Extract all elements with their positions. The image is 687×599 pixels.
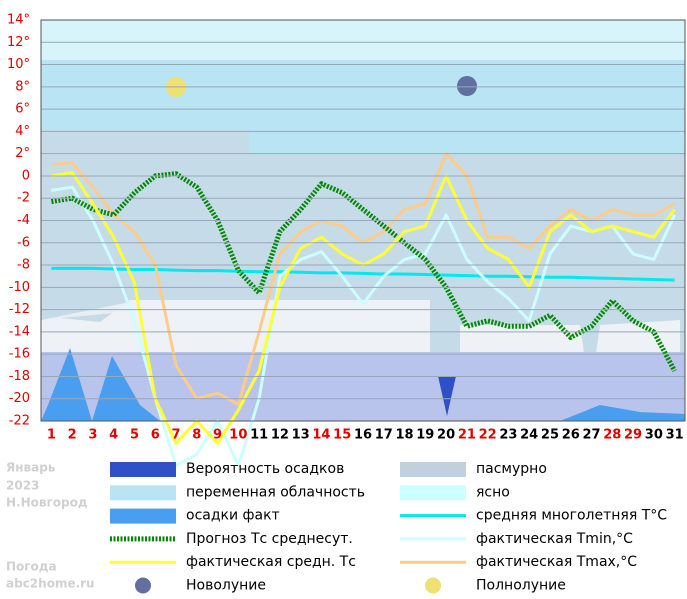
x-tick-label: 9	[213, 428, 222, 443]
x-tick-label: 27	[582, 428, 600, 443]
legend-label: осадки факт	[186, 508, 280, 524]
x-tick-label: 26	[562, 428, 580, 443]
y-tick-label: 0	[22, 168, 30, 183]
x-tick-label: 4	[109, 428, 118, 443]
plot-frame	[40, 19, 686, 422]
x-tick-label: 13	[292, 428, 310, 443]
new-moon-icon	[457, 76, 477, 96]
x-tick-label: 30	[645, 428, 663, 443]
legend-swatch	[135, 577, 151, 594]
y-tick-label: -4	[17, 213, 30, 228]
y-tick-label: -16	[9, 347, 30, 362]
legend-label: фактическая Tmax,°C	[476, 554, 637, 570]
legend-label: ясно	[476, 484, 510, 500]
y-tick-label: -2	[17, 191, 30, 206]
x-tick-label: 28	[603, 428, 621, 443]
side-text: Январь	[6, 461, 56, 475]
y-tick-label: 14°	[7, 13, 30, 28]
x-tick-label: 6	[151, 428, 160, 443]
legend-swatch	[110, 508, 176, 524]
x-tick-label: 22	[479, 428, 497, 443]
x-tick-label: 12	[271, 428, 289, 443]
y-tick-label: 8°	[15, 79, 30, 94]
icon-row	[41, 20, 685, 60]
y-tick-label: -6	[17, 235, 30, 250]
y-tick-label: -10	[9, 280, 30, 295]
legend-label: пасмурно	[476, 461, 547, 477]
y-tick-label: 4°	[15, 124, 30, 139]
legend-swatch	[400, 485, 466, 501]
y-tick-label: -18	[9, 369, 30, 384]
x-tick-label: 1	[47, 428, 56, 443]
x-tick-label: 23	[499, 428, 517, 443]
y-tick-label: -12	[9, 302, 30, 317]
x-tick-label: 11	[250, 428, 268, 443]
x-tick-label: 3	[88, 428, 97, 443]
x-tick-label: 7	[172, 428, 181, 443]
x-tick-label: 16	[354, 428, 372, 443]
legend-label: фактическая Tmin,°C	[476, 531, 633, 547]
y-tick-label: 2°	[15, 146, 30, 161]
legend-swatch	[110, 485, 176, 501]
side-text: abc2home.ru	[6, 577, 95, 591]
y-tick-label: -22	[9, 414, 30, 429]
legend-label: переменная облачность	[186, 484, 365, 500]
x-tick-label: 29	[624, 428, 642, 443]
y-tick-label: 12°	[7, 35, 30, 50]
y-tick-label: 10°	[7, 57, 30, 72]
x-tick-label: 14	[312, 428, 330, 443]
precip-probability	[438, 376, 456, 416]
x-tick-label: 2	[68, 428, 77, 443]
x-tick-label: 10	[229, 428, 247, 443]
x-tick-label: 18	[396, 428, 414, 443]
precip-fact-area	[560, 405, 685, 421]
x-tick-label: 17	[375, 428, 393, 443]
side-text: 2023	[6, 479, 39, 493]
side-text: Погода	[6, 560, 57, 574]
legend-label: Полнолуние	[476, 578, 566, 594]
x-tick-label: 8	[192, 428, 201, 443]
legend-label: фактическая средн. Тс	[186, 554, 356, 570]
legend-label: Прогноз Тс среднесут.	[186, 531, 353, 547]
legend-label: Новолуние	[186, 578, 266, 594]
legend-swatch	[400, 462, 466, 477]
y-tick-label: -14	[9, 324, 30, 339]
legend-swatch	[110, 462, 176, 477]
legend-label: Вероятность осадков	[186, 461, 344, 477]
x-tick-label: 25	[541, 428, 559, 443]
y-tick-label: -20	[9, 391, 30, 406]
y-tick-label: 6°	[15, 102, 30, 117]
x-tick-label: 19	[416, 428, 434, 443]
legend-label: средняя многолетняя T°C	[476, 508, 667, 524]
cloud-band	[249, 60, 685, 155]
x-tick-label: 31	[666, 428, 684, 443]
x-tick-label: 5	[130, 428, 139, 443]
side-text: Н.Новгород	[6, 496, 88, 510]
precip-fact-area	[41, 348, 160, 421]
x-tick-label: 20	[437, 428, 455, 443]
x-tick-label: 15	[333, 428, 351, 443]
cloud-band	[41, 60, 249, 130]
y-tick-label: -8	[17, 258, 30, 273]
x-tick-label: 21	[458, 428, 476, 443]
legend-swatch	[425, 577, 441, 594]
x-tick-label: 24	[520, 428, 538, 443]
